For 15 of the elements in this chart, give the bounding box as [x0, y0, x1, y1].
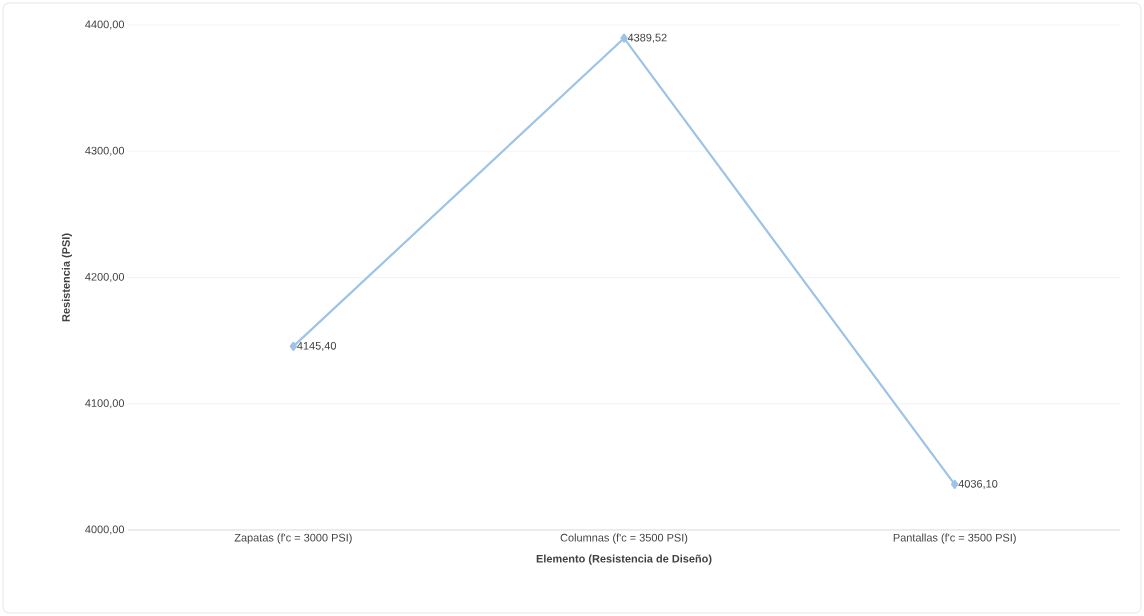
x-tick-label: Zapatas (f'c = 3000 PSI): [234, 533, 352, 544]
x-tick-label: Columnas (f'c = 3500 PSI): [560, 533, 688, 544]
y-tick-label: 4300,00: [85, 146, 125, 156]
y-tick-label: 4400,00: [85, 20, 125, 30]
data-label: 4036,10: [958, 479, 998, 489]
y-tick-label: 4000,00: [85, 525, 125, 535]
point: [950, 479, 959, 489]
data-label: 4145,40: [297, 341, 337, 351]
data-label: 4389,52: [627, 33, 667, 43]
x-axis-title: Elemento (Resistencia de Diseño): [536, 554, 712, 565]
y-tick-label: 4200,00: [85, 272, 125, 283]
y-tick-label: 4100,00: [85, 399, 125, 409]
x-tick-label: Pantallas (f'c = 3500 PSI): [893, 533, 1016, 544]
point: [289, 341, 298, 351]
y-axis-title: Resistencia (PSI): [61, 233, 73, 322]
